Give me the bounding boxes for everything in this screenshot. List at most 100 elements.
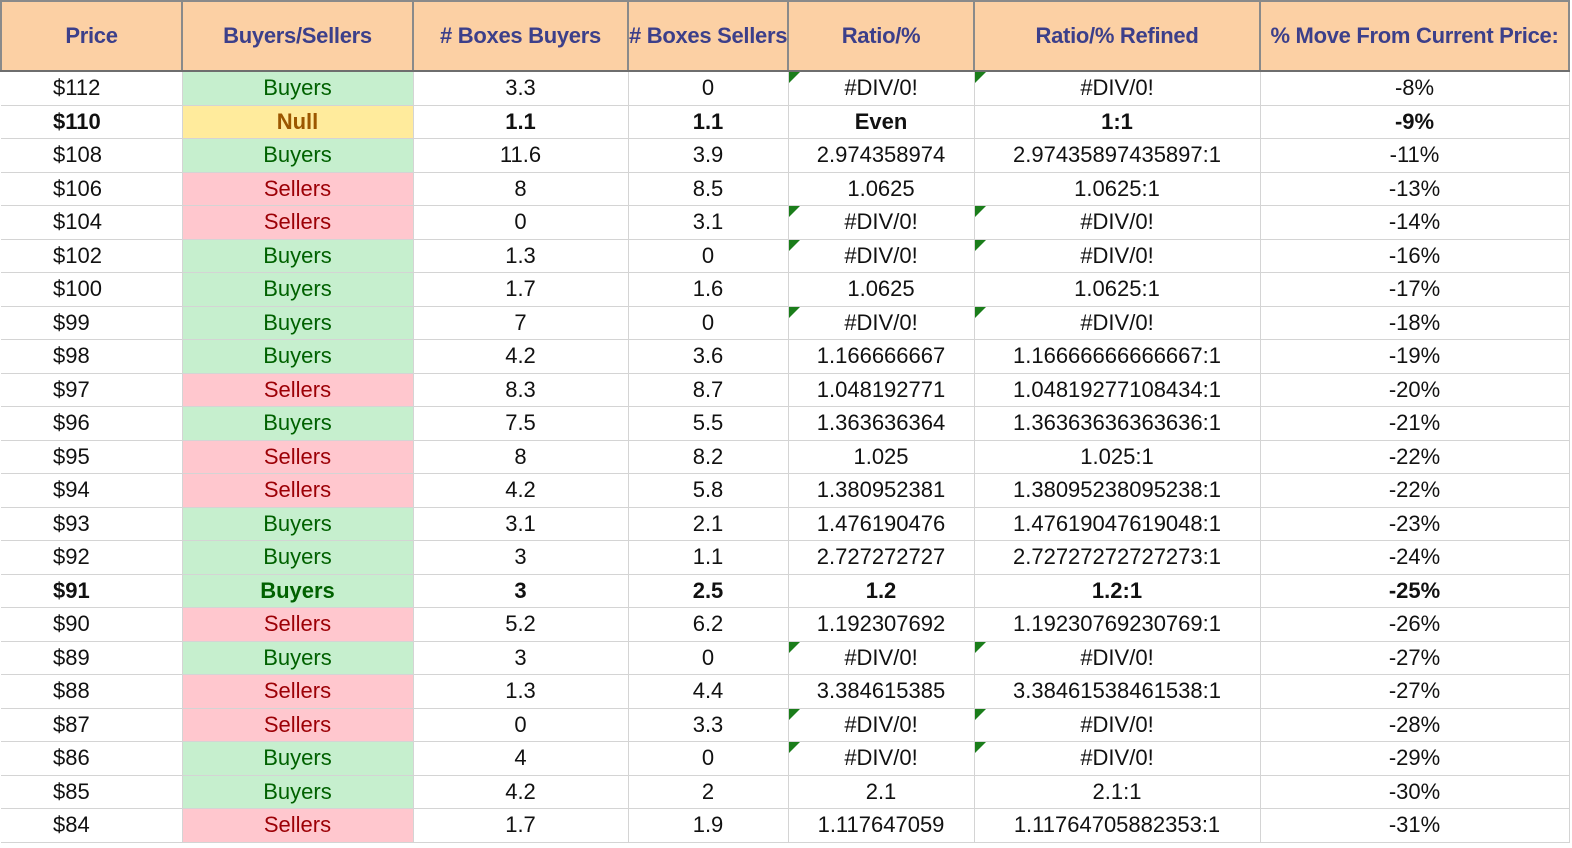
boxes-buyers-cell[interactable]: 11.6 — [413, 138, 629, 173]
boxes-buyers-cell[interactable]: 4.2 — [413, 775, 629, 809]
ratio-cell[interactable]: 1.0625 — [788, 272, 975, 307]
boxes-buyers-cell[interactable]: 0 — [413, 205, 629, 240]
price-cell[interactable]: $99 — [1, 306, 183, 340]
move-cell[interactable]: -26% — [1260, 607, 1570, 642]
price-cell[interactable]: $96 — [1, 406, 183, 441]
boxes-sellers-cell[interactable]: 3.1 — [628, 205, 789, 240]
header-ratio[interactable]: Ratio/% — [788, 0, 975, 72]
price-cell[interactable]: $95 — [1, 440, 183, 474]
ratio-refined-cell[interactable]: #DIV/0! — [974, 641, 1261, 675]
buyers-sellers-cell[interactable]: Sellers — [182, 708, 414, 742]
price-cell[interactable]: $104 — [1, 205, 183, 240]
price-cell[interactable]: $86 — [1, 741, 183, 776]
ratio-refined-cell[interactable]: 1.19230769230769:1 — [974, 607, 1261, 642]
ratio-refined-cell[interactable]: 1.16666666666667:1 — [974, 339, 1261, 374]
ratio-cell[interactable]: #DIV/0! — [788, 741, 975, 776]
move-cell[interactable]: -22% — [1260, 473, 1570, 508]
ratio-refined-cell[interactable]: 1.2:1 — [974, 574, 1261, 608]
ratio-refined-cell[interactable]: #DIV/0! — [974, 306, 1261, 340]
boxes-sellers-cell[interactable]: 3.6 — [628, 339, 789, 374]
ratio-cell[interactable]: 3.384615385 — [788, 674, 975, 709]
buyers-sellers-cell[interactable]: Sellers — [182, 808, 414, 843]
buyers-sellers-cell[interactable]: Buyers — [182, 406, 414, 441]
ratio-cell[interactable]: #DIV/0! — [788, 641, 975, 675]
ratio-cell[interactable]: Even — [788, 105, 975, 139]
price-cell[interactable]: $100 — [1, 272, 183, 307]
header-boxes-buyers[interactable]: # Boxes Buyers — [413, 0, 629, 72]
boxes-sellers-cell[interactable]: 0 — [628, 71, 789, 106]
move-cell[interactable]: -25% — [1260, 574, 1570, 608]
ratio-refined-cell[interactable]: 1.11764705882353:1 — [974, 808, 1261, 843]
boxes-sellers-cell[interactable]: 8.2 — [628, 440, 789, 474]
price-cell[interactable]: $106 — [1, 172, 183, 206]
ratio-refined-cell[interactable]: 1.0625:1 — [974, 172, 1261, 206]
price-cell[interactable]: $102 — [1, 239, 183, 273]
ratio-refined-cell[interactable]: #DIV/0! — [974, 741, 1261, 776]
boxes-buyers-cell[interactable]: 5.2 — [413, 607, 629, 642]
move-cell[interactable]: -13% — [1260, 172, 1570, 206]
ratio-refined-cell[interactable]: 1.025:1 — [974, 440, 1261, 474]
boxes-buyers-cell[interactable]: 1.1 — [413, 105, 629, 139]
ratio-refined-cell[interactable]: 1.36363636363636:1 — [974, 406, 1261, 441]
boxes-buyers-cell[interactable]: 3 — [413, 574, 629, 608]
price-cell[interactable]: $87 — [1, 708, 183, 742]
boxes-sellers-cell[interactable]: 5.8 — [628, 473, 789, 508]
move-cell[interactable]: -14% — [1260, 205, 1570, 240]
ratio-cell[interactable]: 1.192307692 — [788, 607, 975, 642]
move-cell[interactable]: -11% — [1260, 138, 1570, 173]
price-cell[interactable]: $97 — [1, 373, 183, 407]
move-cell[interactable]: -20% — [1260, 373, 1570, 407]
buyers-sellers-cell[interactable]: Sellers — [182, 473, 414, 508]
price-cell[interactable]: $88 — [1, 674, 183, 709]
boxes-sellers-cell[interactable]: 5.5 — [628, 406, 789, 441]
ratio-refined-cell[interactable]: 2.1:1 — [974, 775, 1261, 809]
boxes-buyers-cell[interactable]: 4 — [413, 741, 629, 776]
move-cell[interactable]: -16% — [1260, 239, 1570, 273]
ratio-refined-cell[interactable]: 1.38095238095238:1 — [974, 473, 1261, 508]
boxes-sellers-cell[interactable]: 6.2 — [628, 607, 789, 642]
move-cell[interactable]: -8% — [1260, 71, 1570, 106]
buyers-sellers-cell[interactable]: Buyers — [182, 138, 414, 173]
price-cell[interactable]: $110 — [1, 105, 183, 139]
ratio-cell[interactable]: 1.025 — [788, 440, 975, 474]
price-cell[interactable]: $84 — [1, 808, 183, 843]
boxes-sellers-cell[interactable]: 2.5 — [628, 574, 789, 608]
price-cell[interactable]: $92 — [1, 540, 183, 575]
ratio-cell[interactable]: 2.974358974 — [788, 138, 975, 173]
header-buyers-sellers[interactable]: Buyers/Sellers — [182, 0, 414, 72]
buyers-sellers-cell[interactable]: Buyers — [182, 775, 414, 809]
ratio-refined-cell[interactable]: 2.97435897435897:1 — [974, 138, 1261, 173]
price-cell[interactable]: $98 — [1, 339, 183, 374]
move-cell[interactable]: -18% — [1260, 306, 1570, 340]
boxes-sellers-cell[interactable]: 8.7 — [628, 373, 789, 407]
ratio-cell[interactable]: 1.2 — [788, 574, 975, 608]
move-cell[interactable]: -31% — [1260, 808, 1570, 843]
move-cell[interactable]: -9% — [1260, 105, 1570, 139]
ratio-refined-cell[interactable]: 2.72727272727273:1 — [974, 540, 1261, 575]
price-cell[interactable]: $112 — [1, 71, 183, 106]
move-cell[interactable]: -17% — [1260, 272, 1570, 307]
boxes-buyers-cell[interactable]: 8.3 — [413, 373, 629, 407]
boxes-buyers-cell[interactable]: 1.3 — [413, 239, 629, 273]
header-ratio-refined[interactable]: Ratio/% Refined — [974, 0, 1261, 72]
boxes-buyers-cell[interactable]: 1.3 — [413, 674, 629, 709]
ratio-cell[interactable]: #DIV/0! — [788, 239, 975, 273]
ratio-cell[interactable]: #DIV/0! — [788, 708, 975, 742]
buyers-sellers-cell[interactable]: Sellers — [182, 373, 414, 407]
header-move-from-current[interactable]: % Move From Current Price: — [1260, 0, 1570, 72]
buyers-sellers-cell[interactable]: Buyers — [182, 339, 414, 374]
buyers-sellers-cell[interactable]: Sellers — [182, 172, 414, 206]
buyers-sellers-cell[interactable]: Buyers — [182, 641, 414, 675]
boxes-buyers-cell[interactable]: 3 — [413, 540, 629, 575]
move-cell[interactable]: -21% — [1260, 406, 1570, 441]
buyers-sellers-cell[interactable]: Buyers — [182, 272, 414, 307]
boxes-sellers-cell[interactable]: 0 — [628, 239, 789, 273]
boxes-buyers-cell[interactable]: 1.7 — [413, 272, 629, 307]
boxes-sellers-cell[interactable]: 0 — [628, 306, 789, 340]
buyers-sellers-cell[interactable]: Buyers — [182, 306, 414, 340]
boxes-sellers-cell[interactable]: 1.1 — [628, 540, 789, 575]
price-cell[interactable]: $91 — [1, 574, 183, 608]
ratio-cell[interactable]: 1.380952381 — [788, 473, 975, 508]
ratio-cell[interactable]: 1.476190476 — [788, 507, 975, 541]
buyers-sellers-cell[interactable]: Buyers — [182, 507, 414, 541]
